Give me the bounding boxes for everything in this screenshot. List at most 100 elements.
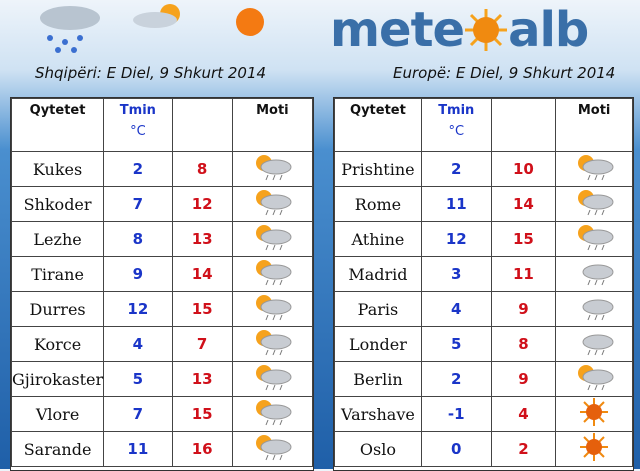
weather	[231, 326, 313, 362]
logo-text: mete	[330, 2, 465, 58]
tmax: 16	[171, 431, 233, 467]
tmax: 4	[490, 396, 557, 432]
tmax: 11	[490, 256, 557, 292]
weather-icon	[256, 155, 292, 181]
header-row: Qytetet Tmin °C Moti	[334, 98, 633, 152]
weather-banner	[40, 4, 264, 53]
weather-icon	[256, 330, 292, 356]
column-header: Qytetet	[334, 98, 422, 152]
column-header: Moti	[555, 98, 633, 152]
tmin: 7	[103, 186, 173, 222]
tmax: 14	[490, 186, 557, 222]
weather	[555, 256, 633, 292]
row: Berlin 2 9	[334, 361, 633, 397]
weather-table: Qytetet Tmin °C Moti Kukes 2 8 Shkoder 7 12 Lezhe 8…	[11, 98, 313, 467]
row: Prishtine 2 10	[334, 151, 633, 187]
tmin: 2	[103, 151, 173, 187]
weather	[231, 431, 313, 467]
weather-icon	[256, 295, 292, 321]
tmax: 13	[171, 361, 233, 397]
city: Varshave	[334, 396, 422, 432]
weather-icon	[256, 190, 292, 216]
city: Korce	[11, 326, 105, 362]
weather	[231, 396, 313, 432]
city: Sarande	[11, 431, 105, 467]
city: Vlore	[11, 396, 105, 432]
tmax: 9	[490, 361, 557, 397]
tmax: 15	[490, 221, 557, 257]
weather	[231, 256, 313, 292]
row: Kukes 2 8	[11, 151, 313, 187]
weather	[555, 396, 633, 432]
row: Londer 5 8	[334, 326, 633, 362]
weather	[555, 326, 633, 362]
logo-sun	[465, 9, 508, 51]
weather-table: Qytetet Tmin °C Moti Prishtine 2 10 Rome 11 14 Ath…	[334, 98, 633, 467]
tmax: 9	[490, 291, 557, 327]
city: Shkoder	[11, 186, 105, 222]
tmax: 8	[171, 151, 233, 187]
tmin: 8	[103, 221, 173, 257]
tmin: 0	[420, 431, 492, 467]
tmax: 7	[171, 326, 233, 362]
tmin: 7	[103, 396, 173, 432]
column-header	[171, 98, 233, 152]
table-box: Qytetet Tmin °C Moti Kukes 2 8 Shkoder 7 12 Lezhe 8…	[10, 97, 314, 471]
table-title: Europë: E Diel, 9 Shkurt 2014	[393, 64, 616, 82]
tmax: 13	[171, 221, 233, 257]
row: Durres 12 15	[11, 291, 313, 327]
row: Sarande 11 16	[11, 431, 313, 467]
city: Londer	[334, 326, 422, 362]
weather	[231, 361, 313, 397]
tmin: 3	[420, 256, 492, 292]
tmin: 2	[420, 151, 492, 187]
city: Tirane	[11, 256, 105, 292]
weather	[231, 151, 313, 187]
tmax: 14	[171, 256, 233, 292]
weather-icon	[580, 398, 609, 426]
tmin: 12	[420, 221, 492, 257]
city: Prishtine	[334, 151, 422, 187]
city: Berlin	[334, 361, 422, 397]
city: Oslo	[334, 431, 422, 467]
logo-text: alb	[508, 2, 589, 58]
weather	[231, 221, 313, 257]
unit: °C	[130, 124, 146, 139]
column-header: Tmin	[119, 103, 156, 118]
tmin: 2	[420, 361, 492, 397]
weather	[555, 151, 633, 187]
row: Lezhe 8 13	[11, 221, 313, 257]
tmax: 15	[171, 396, 233, 432]
weather-icon	[256, 435, 292, 461]
header-row: Qytetet Tmin °C Moti	[11, 98, 313, 152]
row: Gjirokaster 5 13	[11, 361, 313, 397]
row: Madrid 3 11	[334, 256, 633, 292]
tmax: 15	[171, 291, 233, 327]
weather	[555, 431, 633, 467]
column-header: Tmin	[438, 103, 475, 118]
weather-icon	[578, 190, 614, 216]
weather	[555, 186, 633, 222]
tmin: 11	[420, 186, 492, 222]
column-header: Tmin °C	[103, 98, 173, 152]
weather-icon	[582, 264, 614, 286]
weather	[555, 221, 633, 257]
weather	[231, 186, 313, 222]
table-title: Shqipëri: E Diel, 9 Shkurt 2014	[35, 64, 267, 82]
weather-icon	[578, 365, 614, 391]
row: Vlore 7 15	[11, 396, 313, 432]
weather-icon	[578, 225, 614, 251]
column-header: Moti	[231, 98, 313, 152]
city: Kukes	[11, 151, 105, 187]
weather-icon	[578, 155, 614, 181]
city: Athine	[334, 221, 422, 257]
tmax: 2	[490, 431, 557, 467]
tmax: 10	[490, 151, 557, 187]
row: Oslo 0 2	[334, 431, 633, 467]
weather	[555, 361, 633, 397]
column-header: Tmin °C	[420, 98, 492, 152]
row: Paris 4 9	[334, 291, 633, 327]
city: Gjirokaster	[11, 361, 105, 397]
tmin: 4	[103, 326, 173, 362]
